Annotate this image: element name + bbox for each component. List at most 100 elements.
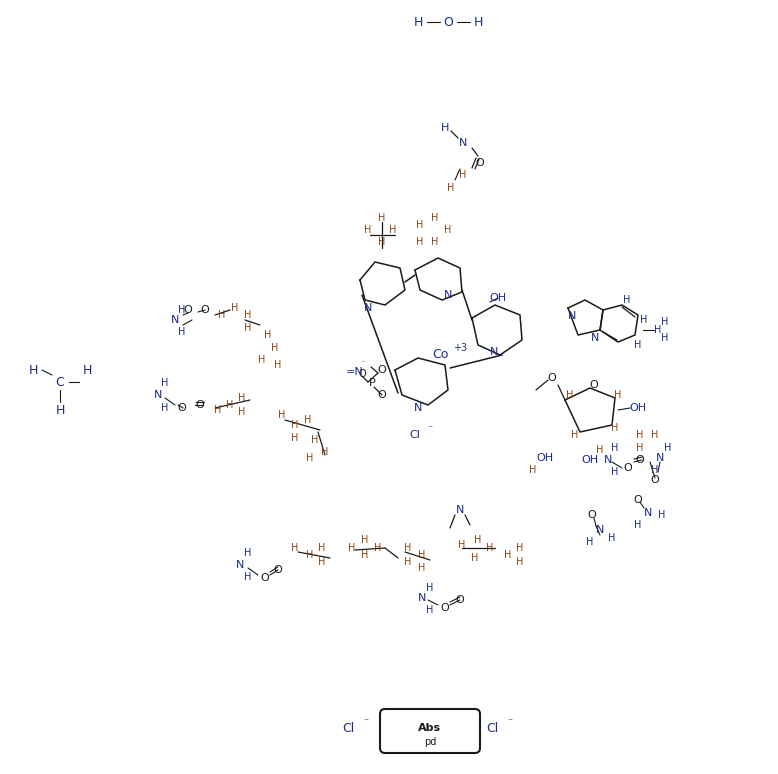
FancyBboxPatch shape — [380, 709, 480, 753]
Text: N: N — [656, 453, 664, 463]
Text: O: O — [548, 373, 556, 383]
Text: H: H — [364, 225, 372, 235]
Text: Co: Co — [432, 348, 448, 361]
Text: O: O — [177, 403, 187, 413]
Text: O: O — [201, 305, 209, 315]
Text: H: H — [55, 403, 65, 416]
Text: pd: pd — [424, 737, 436, 747]
Text: H: H — [304, 415, 312, 425]
Text: H: H — [664, 443, 671, 453]
Text: N: N — [418, 593, 426, 603]
Text: N: N — [490, 347, 498, 357]
Text: H: H — [321, 447, 328, 457]
Text: H: H — [349, 543, 356, 553]
Text: H: H — [231, 303, 239, 313]
Text: H: H — [419, 563, 426, 573]
Text: O: O — [624, 463, 633, 473]
Text: H: H — [238, 393, 246, 403]
Text: Cl: Cl — [486, 721, 498, 735]
Text: Abs: Abs — [419, 723, 442, 733]
Text: N: N — [414, 403, 422, 413]
Text: H: H — [447, 183, 454, 193]
Text: H: H — [661, 333, 668, 343]
Text: O: O — [377, 390, 387, 400]
Text: O: O — [456, 595, 464, 605]
Text: H: H — [214, 405, 222, 415]
Text: H: H — [28, 364, 37, 376]
Text: O: O — [274, 565, 282, 575]
Text: O: O — [195, 400, 205, 410]
Text: H: H — [378, 237, 386, 247]
Text: H: H — [654, 325, 661, 335]
Text: O: O — [377, 365, 387, 375]
Text: H: H — [238, 407, 246, 417]
Text: H: H — [307, 453, 314, 463]
Text: O: O — [475, 158, 485, 168]
Text: H: H — [361, 535, 369, 545]
Text: H: H — [272, 343, 279, 353]
Text: H: H — [161, 403, 169, 413]
Text: O: O — [440, 603, 450, 613]
Text: H: H — [431, 213, 439, 223]
Text: H: H — [416, 220, 424, 230]
Text: N: N — [459, 138, 467, 148]
Text: H: H — [529, 465, 537, 475]
Text: N: N — [236, 560, 244, 570]
Text: H: H — [459, 170, 467, 180]
Text: H: H — [475, 535, 482, 545]
Text: H: H — [291, 543, 299, 553]
Text: H: H — [587, 537, 594, 547]
Text: H: H — [374, 543, 382, 553]
Text: OH: OH — [537, 453, 554, 463]
Text: O: O — [358, 369, 366, 379]
Text: P: P — [369, 378, 375, 388]
Text: H: H — [416, 237, 424, 247]
Text: H: H — [517, 543, 524, 553]
Text: H: H — [419, 550, 426, 560]
Text: H: H — [318, 543, 326, 553]
Text: H: H — [244, 323, 252, 333]
Text: H: H — [504, 550, 512, 560]
Text: O: O — [443, 15, 453, 29]
Text: H: H — [244, 572, 252, 582]
Text: H: H — [413, 15, 422, 29]
Text: N: N — [644, 508, 652, 518]
Text: H: H — [279, 410, 286, 420]
Text: N: N — [591, 333, 599, 343]
Text: H: H — [275, 360, 282, 370]
Text: H: H — [426, 583, 433, 593]
Text: ⁻: ⁻ — [427, 424, 433, 434]
Text: N: N — [364, 303, 372, 313]
Text: H: H — [636, 443, 643, 453]
Text: H: H — [517, 557, 524, 567]
Text: H: H — [291, 433, 299, 443]
Text: Cl: Cl — [409, 430, 420, 440]
Text: H: H — [608, 533, 615, 543]
Text: H: H — [623, 295, 631, 305]
Text: H: H — [311, 435, 319, 445]
Text: H: H — [640, 315, 648, 325]
Text: H: H — [651, 465, 659, 475]
Text: H: H — [612, 423, 619, 433]
Text: H: H — [473, 15, 482, 29]
Text: H: H — [612, 467, 619, 477]
Text: H: H — [661, 317, 668, 327]
Text: H: H — [634, 520, 642, 530]
Text: H: H — [161, 378, 169, 388]
Text: H: H — [471, 553, 478, 563]
Text: H: H — [636, 430, 643, 440]
Text: H: H — [441, 123, 449, 133]
Text: H: H — [258, 355, 266, 365]
Text: H: H — [244, 548, 252, 558]
Text: H: H — [405, 543, 412, 553]
Text: H: H — [571, 430, 579, 440]
Text: N: N — [154, 390, 162, 400]
Text: H: H — [361, 550, 369, 560]
Text: O: O — [636, 455, 644, 465]
Text: ⁻: ⁻ — [361, 358, 365, 368]
Text: H: H — [389, 225, 397, 235]
Text: H: H — [219, 310, 226, 320]
Text: C: C — [55, 375, 65, 389]
Text: N: N — [456, 505, 464, 515]
Text: H: H — [458, 540, 466, 550]
